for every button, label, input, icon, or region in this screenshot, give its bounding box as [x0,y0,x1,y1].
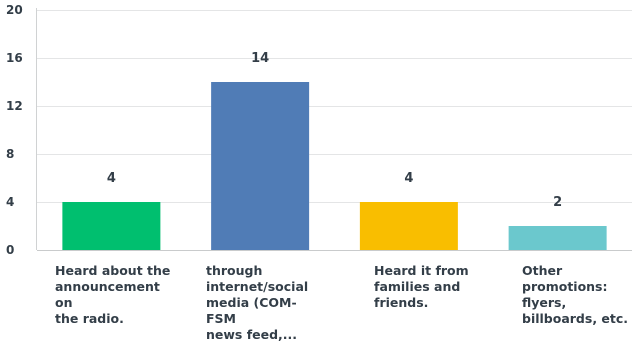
bar [359,202,458,250]
bar [211,82,310,250]
bars [62,82,607,250]
y-tick-label: 0 [6,243,14,257]
bar [62,202,161,250]
y-tick-label: 12 [6,99,23,113]
y-tick-label: 20 [6,3,23,17]
data-label: 4 [404,171,413,186]
category-label: through internet/social media (COM-FSM n… [206,263,309,342]
data-label: 14 [251,51,269,66]
data-labels: 4 14 4 2 [107,51,562,210]
data-label: 2 [553,195,562,210]
y-axis-ticks: 0 4 8 12 16 20 [6,3,23,257]
category-label: Other promotions: flyers, billboards, et… [522,263,629,326]
data-label: 4 [107,171,116,186]
y-tick-label: 8 [6,147,14,161]
category-label: Heard about the announcement on the radi… [55,263,171,326]
category-label: Heard it from families and friends. [374,263,469,310]
y-tick-label: 16 [6,51,23,65]
y-tick-label: 4 [6,195,14,209]
bar [508,226,607,250]
